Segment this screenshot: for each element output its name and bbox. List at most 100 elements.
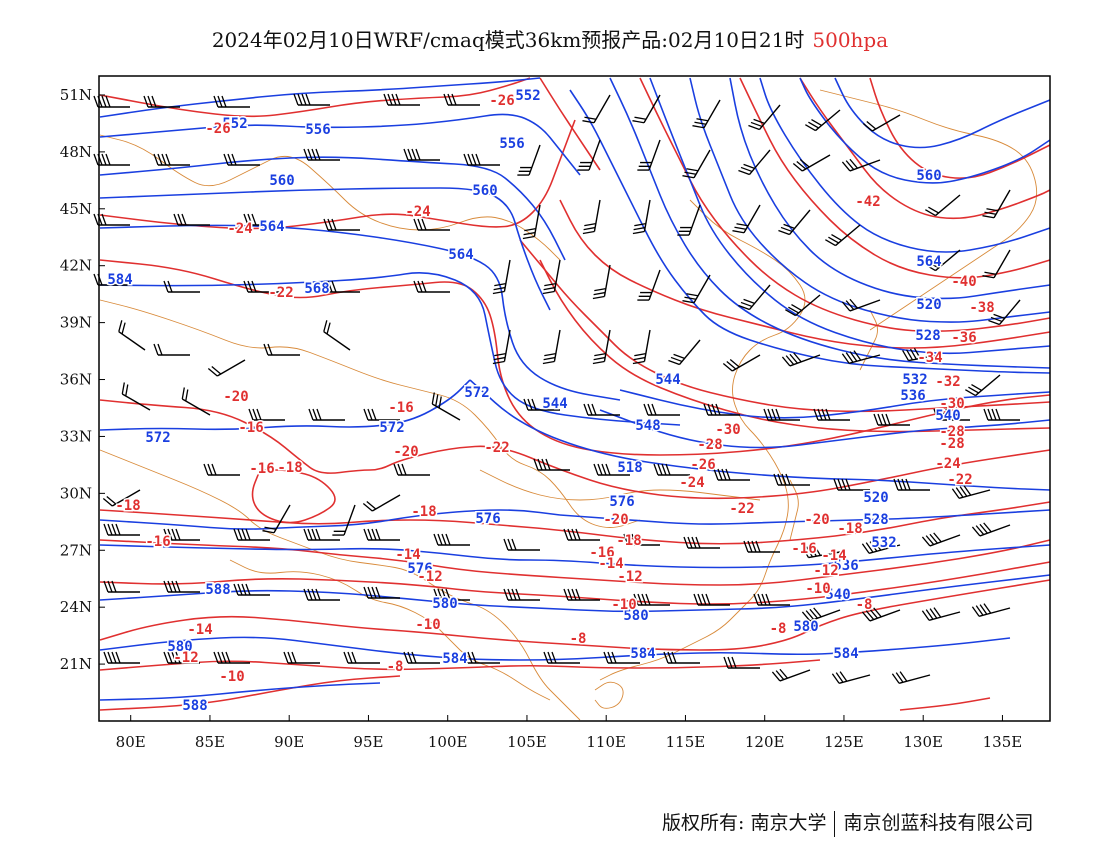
wind-barb	[921, 532, 961, 547]
wind-barb	[248, 408, 285, 421]
temperature-contour-line	[559, 199, 1051, 349]
wind-barb	[951, 485, 991, 499]
wind-barb	[332, 504, 356, 536]
wind-barb	[492, 259, 511, 295]
contour-label: -20	[223, 389, 248, 405]
wind-barb	[722, 354, 761, 372]
lat-tick-label: 33N	[60, 427, 92, 445]
wind-barb	[582, 199, 601, 235]
contour-label: -20	[393, 444, 418, 460]
contour-label: 560	[916, 168, 941, 184]
wind-barb	[503, 588, 540, 601]
lat-tick-label: 39N	[60, 314, 92, 332]
wind-barb	[577, 139, 601, 171]
contour-label: 544	[542, 396, 567, 412]
contour-label: 532	[902, 372, 927, 388]
contour-label: 528	[915, 328, 940, 344]
wind-barb	[363, 586, 400, 599]
lat-tick-label: 36N	[60, 371, 92, 389]
contour-label: 552	[222, 116, 247, 132]
height-contour-line	[99, 113, 581, 176]
wind-barb	[103, 651, 140, 664]
contour-label: -22	[947, 472, 972, 488]
wind-barb	[163, 528, 200, 541]
wind-barb	[743, 540, 780, 553]
contour-label: 580	[793, 619, 818, 635]
wind-barb	[971, 522, 1011, 537]
contour-label: -12	[417, 569, 442, 585]
wind-barb	[383, 93, 420, 106]
contour-label: 584	[833, 646, 858, 662]
temperature-contour-line	[99, 561, 1051, 605]
temperature-contour-line	[99, 259, 1051, 456]
wind-barb	[223, 153, 260, 166]
lat-tick-label: 51N	[60, 86, 92, 104]
contour-label: -20	[603, 512, 628, 528]
wind-barb	[692, 99, 721, 129]
wind-barb	[861, 607, 901, 622]
wind-barb	[563, 588, 600, 601]
lat-tick-label: 42N	[60, 257, 92, 275]
contour-label: -22	[484, 440, 509, 456]
contour-label: -16	[791, 541, 816, 557]
wind-barb	[293, 93, 330, 106]
wind-barb	[982, 189, 1011, 219]
contour-label: -24	[679, 475, 704, 491]
footer-company: 南京创蓝科技有限公司	[843, 812, 1034, 834]
contour-label: 560	[269, 173, 294, 189]
wind-barb	[203, 463, 240, 476]
height-contour-line	[569, 89, 1051, 374]
wind-barb	[965, 374, 1001, 397]
wind-barb	[805, 109, 841, 132]
wind-barb	[785, 294, 821, 317]
wind-barb	[632, 199, 651, 235]
wind-barb	[163, 280, 200, 293]
wind-barb	[773, 473, 810, 486]
contour-label: -8	[570, 631, 587, 647]
height-contour-line	[759, 77, 1051, 253]
wind-barb	[362, 494, 401, 512]
wind-barb	[653, 463, 690, 476]
wind-barb	[303, 528, 340, 541]
contour-label: -30	[715, 422, 740, 438]
wind-barb	[592, 264, 611, 300]
contour-label: 576	[407, 561, 432, 577]
wind-barb	[523, 398, 560, 411]
contour-label: 580	[167, 639, 192, 655]
temperature-contour-line	[99, 399, 1051, 500]
wind-barb	[637, 139, 661, 171]
wind-barb	[988, 299, 1021, 326]
contour-label: 580	[432, 596, 457, 612]
wind-barb	[503, 538, 540, 551]
wind-barb	[862, 114, 901, 132]
contour-label: -10	[805, 581, 830, 597]
wind-barb	[517, 144, 541, 176]
wind-barb	[632, 94, 661, 124]
temperature-contours	[99, 77, 1051, 711]
contour-label: 576	[609, 494, 634, 510]
height-contour-line	[99, 574, 1051, 613]
wind-barb	[713, 468, 750, 481]
lon-tick-label: 80E	[116, 733, 146, 751]
lon-tick-label: 135E	[983, 733, 1023, 751]
wind-barb	[181, 387, 211, 416]
contour-label: -16	[388, 400, 413, 416]
contour-label: 560	[472, 183, 497, 199]
wind-barb	[463, 651, 500, 664]
wind-barb	[633, 593, 670, 606]
temperature-contour-line	[99, 501, 1051, 545]
contour-label: 564	[259, 219, 284, 235]
contour-label: 564	[448, 247, 473, 263]
temperature-contour-line	[799, 77, 1051, 220]
height-contour-line	[469, 379, 1051, 491]
wind-barb	[308, 408, 345, 421]
contour-label: 552	[515, 88, 540, 104]
contour-label: 572	[379, 420, 404, 436]
wind-barb	[933, 408, 970, 421]
contour-label: -14	[598, 556, 623, 572]
contour-label: -10	[611, 597, 636, 613]
wind-barb	[677, 204, 701, 236]
height-contour-line	[609, 77, 1051, 369]
wind-barb	[363, 528, 400, 541]
wind-barb	[738, 149, 771, 176]
